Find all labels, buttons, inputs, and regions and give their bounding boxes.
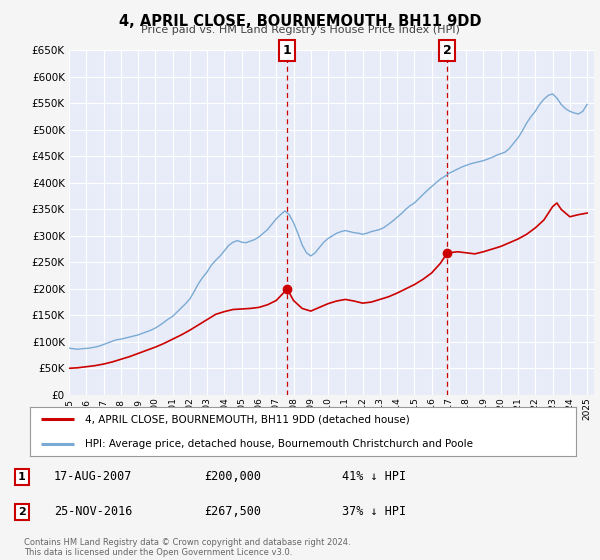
Text: £200,000: £200,000 xyxy=(204,470,261,483)
Text: £267,500: £267,500 xyxy=(204,505,261,518)
Text: 1: 1 xyxy=(283,44,292,57)
Text: 4, APRIL CLOSE, BOURNEMOUTH, BH11 9DD: 4, APRIL CLOSE, BOURNEMOUTH, BH11 9DD xyxy=(119,14,481,29)
Text: 25-NOV-2016: 25-NOV-2016 xyxy=(54,505,133,518)
Text: 2: 2 xyxy=(443,44,452,57)
Text: Price paid vs. HM Land Registry's House Price Index (HPI): Price paid vs. HM Land Registry's House … xyxy=(140,25,460,35)
Text: 41% ↓ HPI: 41% ↓ HPI xyxy=(342,470,406,483)
Text: 37% ↓ HPI: 37% ↓ HPI xyxy=(342,505,406,518)
Text: 17-AUG-2007: 17-AUG-2007 xyxy=(54,470,133,483)
Text: 2: 2 xyxy=(18,507,26,517)
Text: 1: 1 xyxy=(18,472,26,482)
Text: 4, APRIL CLOSE, BOURNEMOUTH, BH11 9DD (detached house): 4, APRIL CLOSE, BOURNEMOUTH, BH11 9DD (d… xyxy=(85,414,409,424)
Text: HPI: Average price, detached house, Bournemouth Christchurch and Poole: HPI: Average price, detached house, Bour… xyxy=(85,439,473,449)
Text: Contains HM Land Registry data © Crown copyright and database right 2024.
This d: Contains HM Land Registry data © Crown c… xyxy=(24,538,350,557)
